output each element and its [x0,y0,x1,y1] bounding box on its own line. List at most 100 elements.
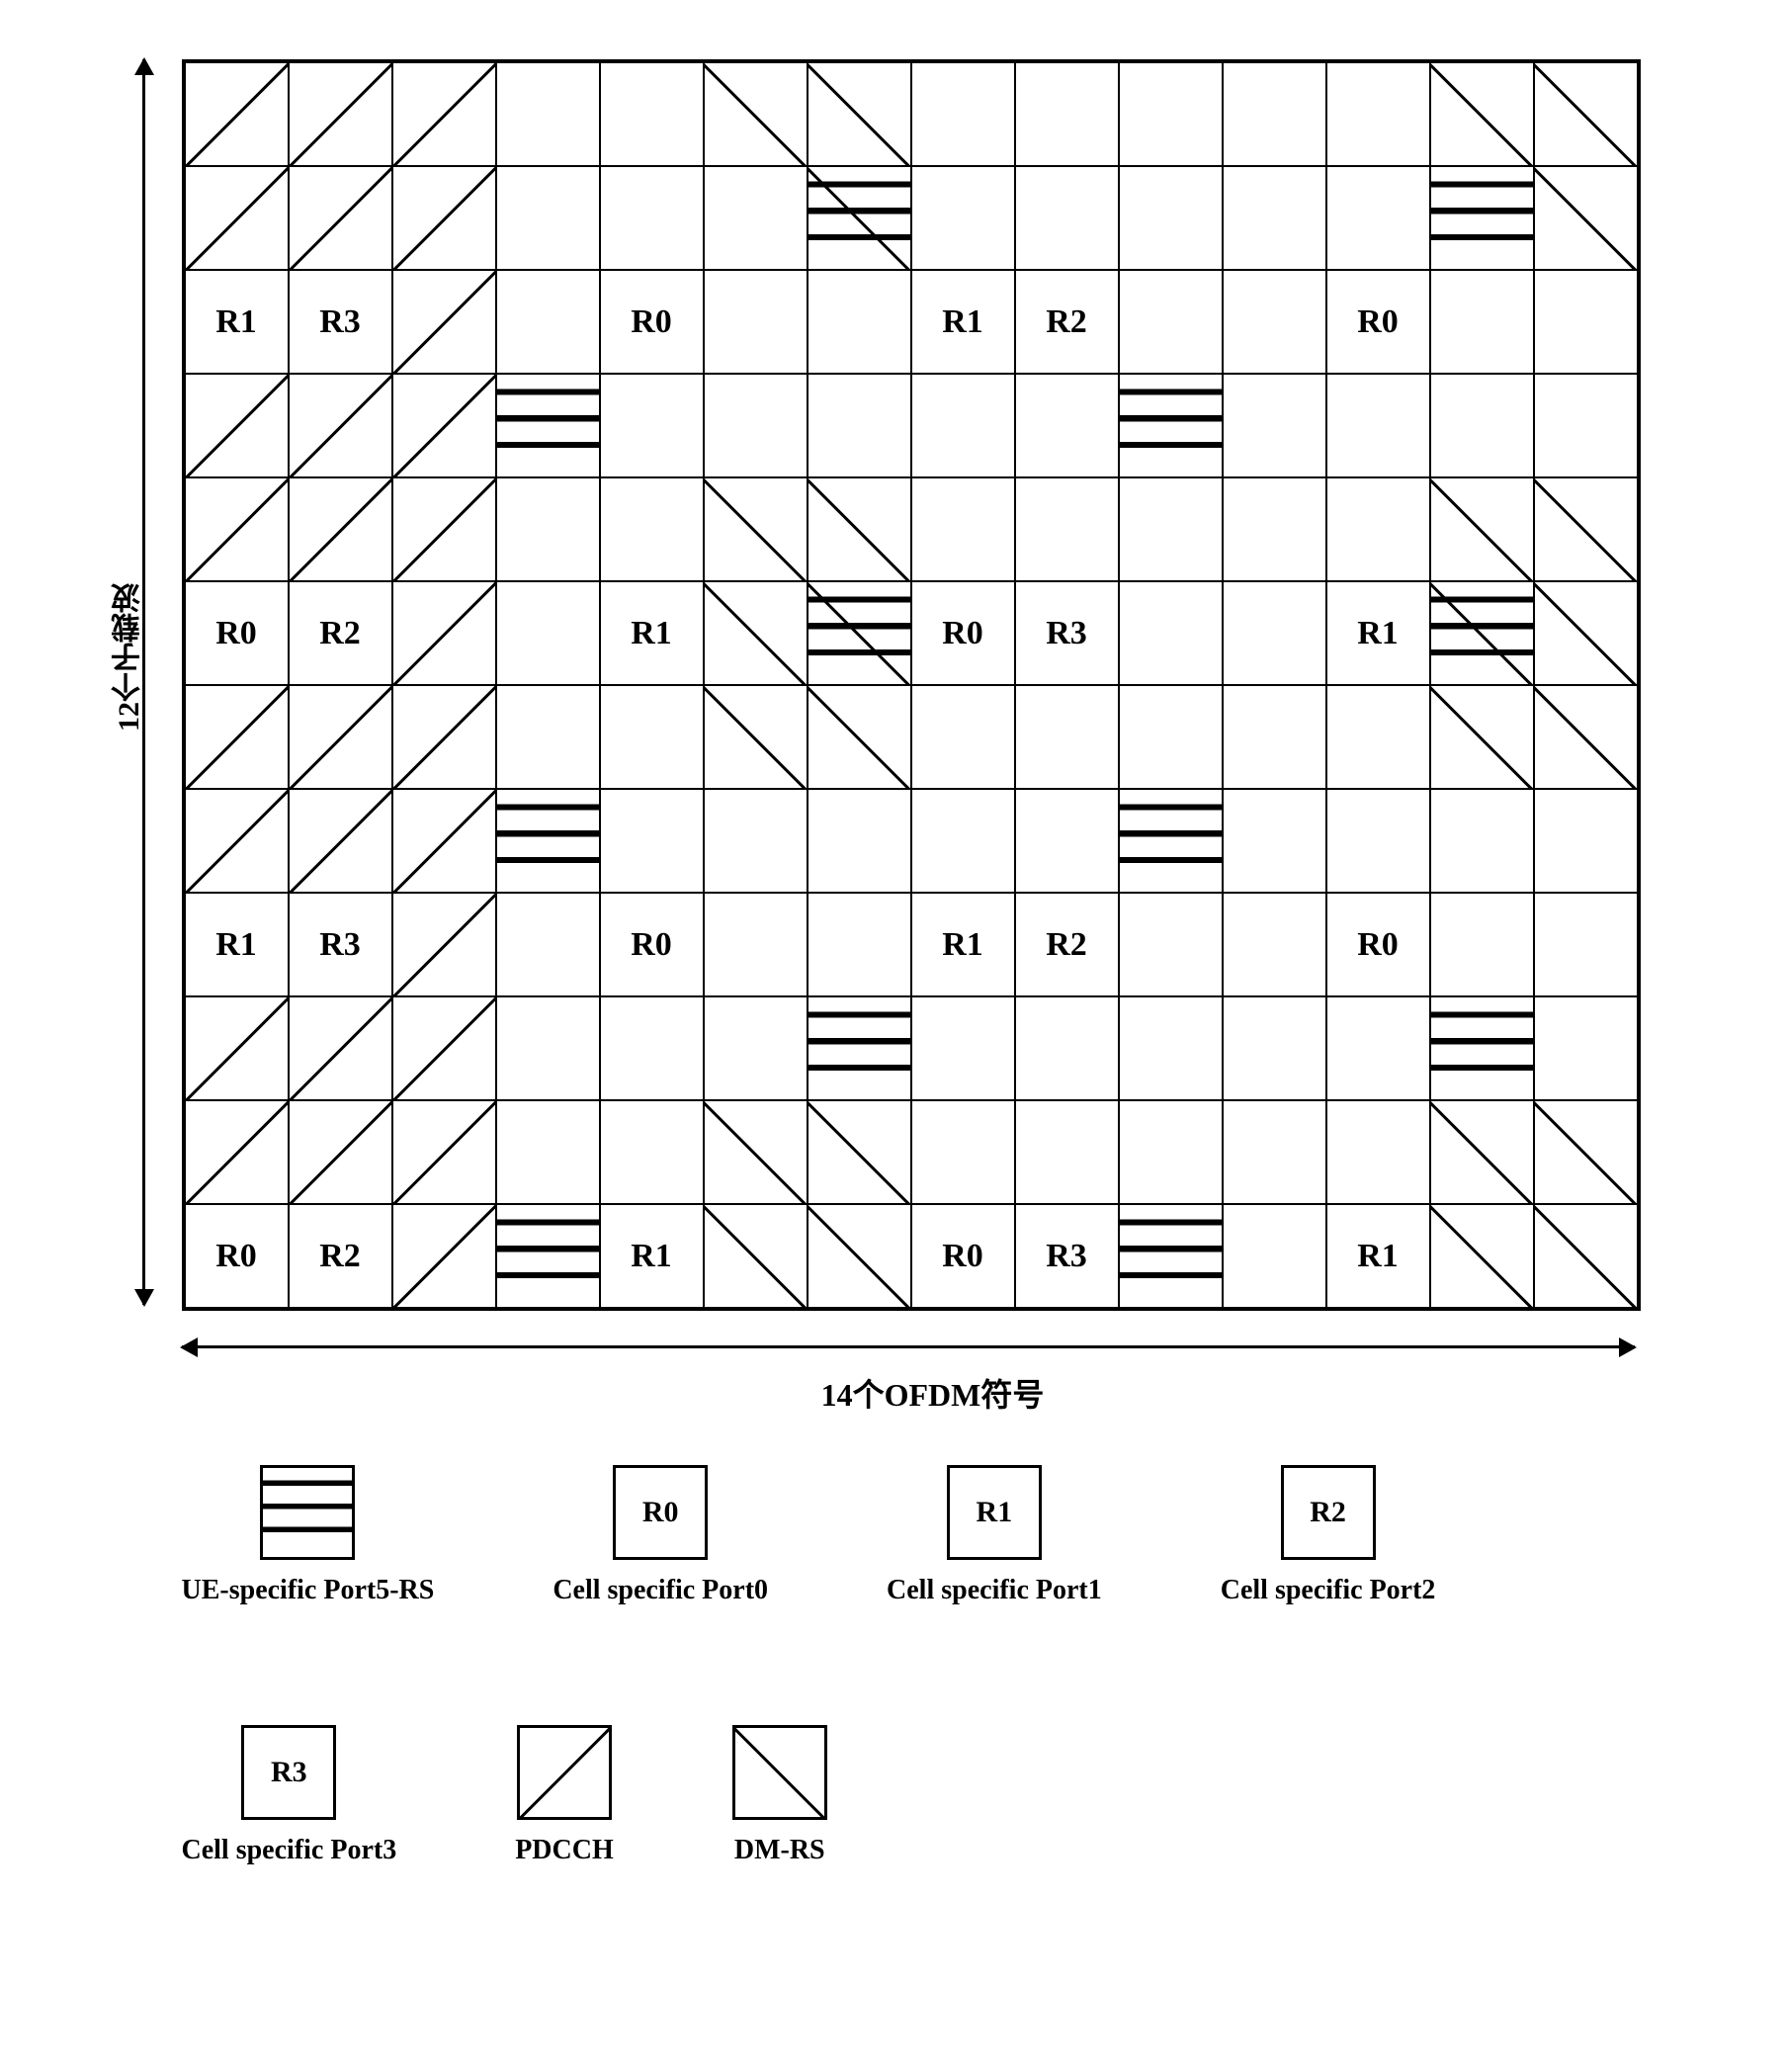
grid-cell [289,374,392,477]
grid-cell: R1 [1326,581,1430,685]
grid-cell [1119,789,1223,893]
grid-cell [1326,685,1430,789]
legend-label: UE-specific Port5-RS [182,1575,435,1606]
grid-cell: R3 [289,270,392,374]
legend-swatch: R0 [613,1465,708,1560]
grid-cell [392,789,496,893]
grid-cell [1534,166,1638,270]
grid-cell [808,1100,911,1204]
cell-text: R0 [942,615,983,652]
grid-cell [704,477,808,581]
grid-cell [289,477,392,581]
grid-cell [392,893,496,996]
grid-cell [392,996,496,1100]
grid-cell [289,996,392,1100]
grid-cell [1119,62,1223,166]
grid-cell [600,374,704,477]
grid-cell: R0 [600,270,704,374]
legend-item: R0Cell specific Port0 [553,1465,768,1606]
grid-cell: R1 [911,270,1015,374]
grid-cell [1326,996,1430,1100]
grid-cell [911,789,1015,893]
grid-cell [496,893,600,996]
legend-item: PDCCH [515,1725,614,1866]
grid-cell [911,62,1015,166]
grid-cell [1326,1100,1430,1204]
cell-text: R1 [1357,1238,1399,1275]
grid-cell [1534,270,1638,374]
x-dimension-arrow [182,1321,1635,1370]
grid-cell [808,374,911,477]
grid-cell [600,789,704,893]
grid-cell [1223,270,1326,374]
legend-item: R1 Cell specific Port1 [887,1465,1102,1606]
grid-cell: R0 [1326,270,1430,374]
grid-cell [1326,62,1430,166]
grid-cell [1534,996,1638,1100]
grid-cell [1430,996,1534,1100]
grid-cell [496,685,600,789]
grid-cell [808,270,911,374]
legend-swatch: R2 [1281,1465,1376,1560]
grid-cell [808,62,911,166]
grid-cell [289,1100,392,1204]
cell-text: R3 [319,303,361,341]
grid-cell [600,62,704,166]
grid-cell [392,1204,496,1308]
grid-cell [808,996,911,1100]
grid-cell [808,1204,911,1308]
grid-cell [808,166,911,270]
cell-text: R3 [1046,1238,1087,1275]
grid-cell [496,62,600,166]
cell-text: R1 [215,303,257,341]
grid-cell [1119,374,1223,477]
grid-cell [704,270,808,374]
grid-cell: R0 [911,1204,1015,1308]
x-axis-label: 14个OFDM符号 [182,1370,1684,1416]
grid-cell [1430,893,1534,996]
grid-cell [1326,477,1430,581]
grid-cell [1015,996,1119,1100]
grid-cell [1534,477,1638,581]
grid-cell [392,374,496,477]
grid-cell: R1 [185,270,289,374]
y-axis-label: 12个子载波 [108,583,151,732]
cell-text: R3 [319,926,361,964]
grid-cell [289,789,392,893]
grid-cell [1223,1100,1326,1204]
legend-swatch [260,1465,355,1560]
legend-swatch: R1 [947,1465,1042,1560]
grid-cell [1430,685,1534,789]
grid-cell [1119,685,1223,789]
grid-cell [1223,166,1326,270]
grid-cell [704,1204,808,1308]
grid-cell [600,477,704,581]
grid-cell [1326,374,1430,477]
grid-cell: R2 [289,581,392,685]
grid-cell [185,1100,289,1204]
cell-text: R1 [942,926,983,964]
grid-cell [185,789,289,893]
legend-label: Cell specific Port1 [887,1575,1102,1606]
resource-grid: R1R3R0R1R2R0R0R2R1R0R3R1R1R3R0R1R2R0R0R2… [182,59,1641,1311]
grid-cell [392,62,496,166]
grid-cell [911,166,1015,270]
grid-cell: R3 [1015,1204,1119,1308]
grid-cell [1015,477,1119,581]
grid-cell: R0 [1326,893,1430,996]
grid-cell: R1 [600,581,704,685]
grid-cell [1534,581,1638,685]
grid-cell: R1 [1326,1204,1430,1308]
grid-cell [185,166,289,270]
cell-text: R3 [1046,615,1087,652]
legend-item: DM-RS [732,1725,827,1866]
grid-cell [185,62,289,166]
grid-cell [496,1204,600,1308]
grid-cell [289,166,392,270]
grid-cell [1119,1100,1223,1204]
grid-cell [704,166,808,270]
grid-cell [1223,477,1326,581]
grid-cell [1015,789,1119,893]
grid-cell [1015,62,1119,166]
grid-cell [808,581,911,685]
